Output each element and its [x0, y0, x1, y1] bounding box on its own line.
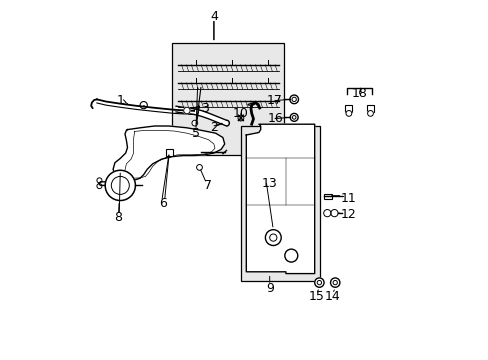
Text: 1: 1	[116, 94, 124, 107]
Circle shape	[192, 120, 197, 126]
Circle shape	[196, 165, 202, 170]
Text: 7: 7	[204, 179, 212, 192]
Text: 15: 15	[308, 291, 324, 303]
Circle shape	[111, 176, 129, 194]
Text: 2: 2	[209, 121, 217, 134]
Bar	[241, 126, 320, 281]
Bar	[166, 149, 172, 156]
Text: 17: 17	[266, 94, 283, 107]
Polygon shape	[246, 124, 314, 274]
Text: 13: 13	[261, 177, 277, 190]
Text: 9: 9	[265, 282, 273, 294]
Text: 14: 14	[324, 291, 340, 303]
Text: 10: 10	[232, 107, 247, 120]
Bar	[172, 43, 284, 155]
Text: 16: 16	[266, 112, 283, 125]
Circle shape	[105, 170, 135, 201]
Text: 5: 5	[191, 127, 200, 140]
Circle shape	[314, 278, 324, 287]
Circle shape	[367, 111, 373, 116]
Text: 4: 4	[209, 10, 217, 23]
Bar	[323, 194, 331, 199]
Circle shape	[284, 249, 297, 262]
Circle shape	[265, 230, 281, 246]
Circle shape	[183, 107, 190, 114]
Circle shape	[289, 113, 298, 121]
Circle shape	[323, 210, 330, 217]
Text: 8: 8	[114, 211, 122, 224]
Circle shape	[289, 95, 298, 104]
Circle shape	[330, 278, 339, 287]
Text: 3: 3	[201, 102, 208, 114]
Bar	[345, 105, 352, 112]
Bar	[366, 105, 373, 112]
Text: 11: 11	[340, 192, 356, 204]
Circle shape	[346, 111, 351, 116]
Circle shape	[330, 210, 337, 217]
Text: 12: 12	[340, 208, 356, 221]
Text: 6: 6	[159, 197, 167, 210]
Polygon shape	[113, 126, 224, 180]
Text: 18: 18	[351, 87, 367, 100]
